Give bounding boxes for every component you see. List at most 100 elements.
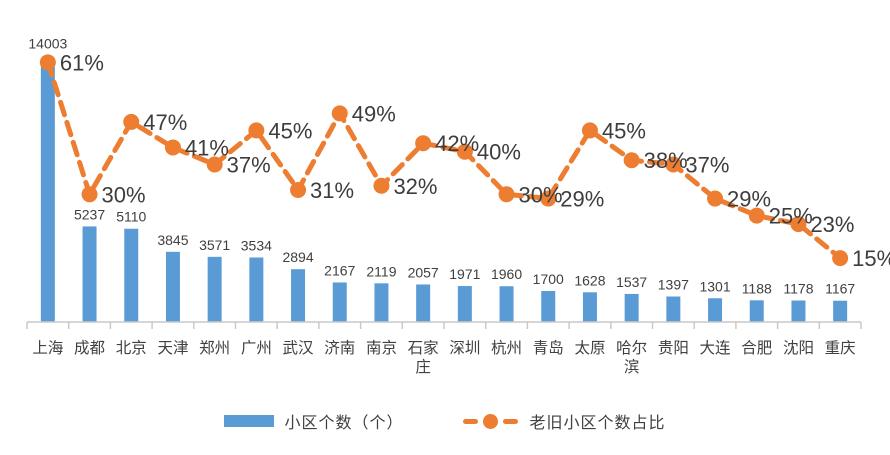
line-point xyxy=(373,177,390,194)
pct-label: 41% xyxy=(185,135,229,160)
legend-dot-icon xyxy=(483,413,498,429)
bar xyxy=(708,298,723,322)
line-point xyxy=(832,250,849,267)
legend: 小区个数（个） 老旧小区个数占比 xyxy=(0,406,890,436)
bar-value-label: 1301 xyxy=(699,278,730,294)
city-label: 石家庄 xyxy=(408,339,439,376)
pct-label: 37% xyxy=(685,152,729,177)
bar-value-label: 2167 xyxy=(324,262,355,278)
bar-value-label: 2057 xyxy=(408,264,439,280)
line-point xyxy=(248,122,265,139)
line-point xyxy=(81,186,98,203)
pct-label: 25% xyxy=(769,204,813,229)
bar xyxy=(457,286,472,322)
bar xyxy=(374,283,389,322)
line-point xyxy=(206,156,223,173)
bar-value-label: 1628 xyxy=(574,272,605,288)
legend-dash-icon xyxy=(463,418,478,424)
city-label: 南京 xyxy=(366,339,397,357)
bar xyxy=(165,251,180,322)
pct-label: 42% xyxy=(435,131,479,156)
city-label: 广州 xyxy=(241,339,272,357)
city-label: 大连 xyxy=(700,339,732,357)
bar-value-label: 14003 xyxy=(28,35,67,51)
city-label: 深圳 xyxy=(449,339,480,357)
bar-value-label: 5237 xyxy=(74,206,105,222)
pct-label: 40% xyxy=(477,140,521,165)
bar xyxy=(249,257,264,322)
bar-value-label: 3534 xyxy=(241,238,272,254)
city-label: 重庆 xyxy=(825,339,856,357)
pct-label: 49% xyxy=(352,101,396,126)
bar xyxy=(332,282,347,322)
line-point xyxy=(498,186,515,203)
bar xyxy=(499,286,514,322)
bar-value-label: 2119 xyxy=(366,263,396,279)
bar xyxy=(541,290,556,322)
line-point xyxy=(415,135,432,152)
line-point xyxy=(540,190,557,207)
bar xyxy=(666,296,681,322)
bar xyxy=(40,66,55,322)
line-point xyxy=(123,113,140,130)
pct-label: 32% xyxy=(393,174,437,199)
city-label: 哈尔滨 xyxy=(616,339,647,376)
legend-item-bar-series: 小区个数（个） xyxy=(224,409,403,433)
bar xyxy=(833,300,848,322)
bar xyxy=(291,269,306,322)
city-label: 贵阳 xyxy=(658,339,689,357)
bar-value-label: 2894 xyxy=(282,249,313,265)
bar-value-label: 1397 xyxy=(658,277,689,293)
city-label: 太原 xyxy=(574,339,605,357)
city-label: 合肥 xyxy=(741,339,772,357)
line-point xyxy=(665,156,682,173)
bar-value-label: 1167 xyxy=(825,281,855,297)
line-point xyxy=(456,143,473,160)
line-point xyxy=(623,152,640,169)
bar-value-label: 1700 xyxy=(533,271,564,287)
bar xyxy=(416,284,431,322)
bar xyxy=(791,300,806,322)
line-point xyxy=(290,182,307,199)
line-point xyxy=(164,139,181,156)
city-label: 杭州 xyxy=(491,339,522,357)
bar-series-swatch-icon xyxy=(224,415,275,427)
legend-label-line-series: 老旧小区个数占比 xyxy=(529,415,666,432)
line-point xyxy=(39,54,56,71)
pct-label: 15% xyxy=(852,246,890,271)
line-point xyxy=(331,105,348,122)
pct-label: 23% xyxy=(810,212,854,237)
city-label: 北京 xyxy=(116,339,147,357)
pct-label: 37% xyxy=(227,152,271,177)
pct-label: 47% xyxy=(143,110,187,135)
bar xyxy=(624,293,639,322)
legend-item-line-series: 老旧小区个数占比 xyxy=(462,409,666,433)
bar-value-label: 3845 xyxy=(157,232,188,248)
bar xyxy=(82,226,97,322)
bar-value-label: 1960 xyxy=(491,266,522,282)
bar-value-label: 3571 xyxy=(199,237,230,253)
pct-label: 30% xyxy=(519,182,563,207)
bar-value-label: 5110 xyxy=(116,209,146,225)
city-label: 郑州 xyxy=(199,339,230,357)
pct-label: 29% xyxy=(560,187,604,212)
bar-value-label: 1188 xyxy=(742,280,772,296)
bar xyxy=(207,256,222,322)
city-label: 成都 xyxy=(74,339,105,357)
pct-label: 45% xyxy=(602,118,646,143)
city-label: 天津 xyxy=(157,339,188,357)
bar-value-label: 1178 xyxy=(783,281,813,297)
city-label: 沈阳 xyxy=(783,339,814,357)
city-label: 济南 xyxy=(324,339,355,357)
bar xyxy=(582,292,597,322)
line-point xyxy=(707,190,724,207)
city-label: 青岛 xyxy=(533,339,564,357)
pct-label: 38% xyxy=(644,148,688,173)
legend-label-bar-series: 小区个数（个） xyxy=(284,415,404,432)
pct-label: 45% xyxy=(268,118,312,143)
pct-label: 29% xyxy=(727,187,771,212)
bar-value-label: 1537 xyxy=(616,274,647,290)
city-label: 武汉 xyxy=(283,339,315,357)
